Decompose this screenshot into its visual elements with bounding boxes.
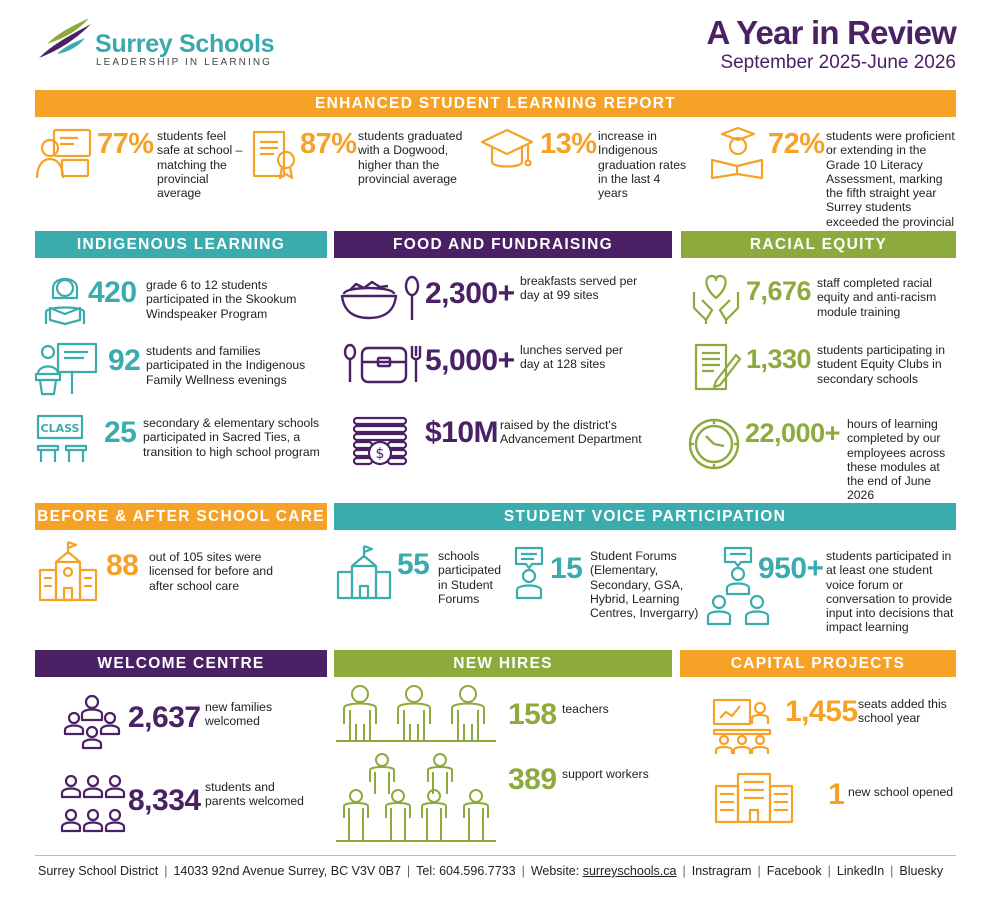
stat-voice-forums-value: 15 <box>550 552 583 585</box>
svg-text:CLASS: CLASS <box>41 422 80 435</box>
stat-teachers-value: 158 <box>508 698 557 731</box>
clock-icon <box>686 416 742 472</box>
section-heading-hires: NEW HIRES <box>334 650 672 677</box>
stat-support-text: support workers <box>562 767 649 781</box>
stat-skookum-text: grade 6 to 12 students participated in t… <box>146 278 297 321</box>
stat-voice-students-text: students participated in at least one st… <box>826 549 954 635</box>
page-subtitle: September 2025-June 2026 <box>720 52 956 73</box>
section-heading-indigenous: INDIGENOUS LEARNING <box>35 231 327 258</box>
stat-lunches-text: lunches served per day at 128 sites <box>520 343 623 372</box>
family-group-icon <box>60 694 124 750</box>
section-heading-care: BEFORE & AFTER SCHOOL CARE <box>35 503 327 530</box>
stat-breakfasts-value: 2,300+ <box>425 277 515 310</box>
teachers-icon <box>336 684 496 742</box>
speaker-icon <box>512 546 546 600</box>
section-heading-welcome: WELCOME CENTRE <box>35 650 327 677</box>
stat-seats-text: seats added this school year <box>858 697 947 726</box>
section-heading-voice: STUDENT VOICE PARTICIPATION <box>334 503 956 530</box>
stat-voice-forums-text: Student Forums (Elementary, Secondary, G… <box>590 549 699 621</box>
stat-families-text: new families welcomed <box>205 700 273 729</box>
stat-literacy-value: 72% <box>768 128 825 160</box>
stat-voice-schools-value: 55 <box>397 548 430 581</box>
lunchbox-icon <box>342 342 422 386</box>
footer-facebook-link[interactable]: Facebook <box>766 864 822 878</box>
footer-divider <box>35 855 956 856</box>
student-laptop-icon <box>34 126 94 180</box>
stat-hours-value: 22,000+ <box>745 418 840 448</box>
footer-website-label: Website: <box>530 864 583 878</box>
stat-equity-clubs-text: students participating in student Equity… <box>817 343 946 386</box>
footer-phone: Tel: 604.596.7733 <box>416 864 516 878</box>
brand-tagline: LEADERSHIP IN LEARNING <box>96 57 273 68</box>
stat-voice-students-value: 950+ <box>758 552 824 585</box>
section-heading-food: FOOD AND FUNDRAISING <box>334 231 672 258</box>
heart-hands-icon <box>690 270 742 324</box>
section-heading-learning: ENHANCED STUDENT LEARNING REPORT <box>35 90 956 117</box>
stat-new-school-value: 1 <box>828 778 845 811</box>
stat-indigenous-grad-text: increase in Indigenous graduation rates … <box>598 129 687 201</box>
stat-welcomed-value: 8,334 <box>128 784 201 817</box>
stat-indigenous-grad-value: 13% <box>540 128 597 160</box>
student-reading-icon <box>40 268 90 326</box>
stat-support-value: 389 <box>508 763 557 796</box>
bowl-spoon-icon <box>340 272 422 324</box>
stat-sacred-ties-value: 25 <box>104 416 137 449</box>
group-speech-icon <box>705 546 771 626</box>
stat-hours-text: hours of learning completed by our emplo… <box>847 417 946 503</box>
stat-families-value: 2,637 <box>128 701 201 734</box>
diploma-icon <box>248 126 298 182</box>
brand-name: Surrey Schools <box>95 30 275 58</box>
stat-teachers-text: teachers <box>562 702 609 716</box>
stat-literacy-text: students were proficient or extending in… <box>826 129 955 243</box>
footer-website-link[interactable]: surreyschools.ca <box>582 864 677 878</box>
logo-mark-icon <box>35 14 95 64</box>
graduation-cap-icon <box>478 126 536 176</box>
section-heading-equity: RACIAL EQUITY <box>681 231 956 258</box>
stat-sacred-ties-text: secondary & elementary schools participa… <box>143 416 320 459</box>
footer-org: Surrey School District <box>38 864 159 878</box>
stat-breakfasts-text: breakfasts served per day at 99 sites <box>520 274 638 303</box>
stat-equity-clubs-value: 1,330 <box>746 344 812 374</box>
stat-graduated-text: students graduated with a Dogwood, highe… <box>358 129 463 186</box>
school-icon <box>336 544 392 600</box>
stat-safe-value: 77% <box>97 128 154 160</box>
stat-new-school-text: new school opened <box>848 785 954 799</box>
classroom-seats-icon <box>712 696 772 756</box>
page-title: A Year in Review <box>706 14 956 51</box>
stat-raised-text: raised by the district's Advancement Dep… <box>500 418 642 447</box>
stat-wellness-text: students and families participated in th… <box>146 344 306 387</box>
document-pen-icon <box>692 341 744 393</box>
stat-safe-text: students feel safe at school – matching … <box>157 129 243 201</box>
presenter-icon <box>34 340 100 396</box>
stat-wellness-value: 92 <box>108 344 141 377</box>
coins-icon: $ <box>350 414 410 468</box>
footer-bluesky-link[interactable]: Bluesky <box>899 864 944 878</box>
stat-graduated-value: 87% <box>300 128 357 160</box>
stat-racial-training-text: staff completed racial equity and anti-r… <box>817 276 937 319</box>
stat-seats-value: 1,455 <box>785 695 858 728</box>
svg-text:$: $ <box>376 446 385 462</box>
stat-raised-value: $10M <box>425 416 499 449</box>
section-heading-capital: CAPITAL PROJECTS <box>680 650 956 677</box>
classroom-icon: CLASS <box>34 414 94 466</box>
reading-student-icon <box>708 124 766 180</box>
stat-care-value: 88 <box>106 549 139 582</box>
stat-racial-training-value: 7,676 <box>746 276 812 306</box>
stat-voice-schools-text: schools participated in Student Forums <box>438 549 502 606</box>
stat-welcomed-text: students and parents welcomed <box>205 780 304 809</box>
people-grid-icon <box>60 775 126 839</box>
footer-instagram-link[interactable]: Instragram <box>691 864 752 878</box>
footer-address: 14033 92nd Avenue Surrey, BC V3V 0B7 <box>173 864 401 878</box>
school-building-icon <box>36 540 100 602</box>
footer: Surrey School District | 14033 92nd Avenue… <box>38 864 944 878</box>
footer-linkedin-link[interactable]: LinkedIn <box>836 864 885 878</box>
stat-care-text: out of 105 sites were licensed for befor… <box>149 550 273 593</box>
stat-skookum-value: 420 <box>88 276 137 309</box>
workers-icon <box>336 752 496 842</box>
new-school-icon <box>712 772 796 824</box>
stat-lunches-value: 5,000+ <box>425 344 515 377</box>
